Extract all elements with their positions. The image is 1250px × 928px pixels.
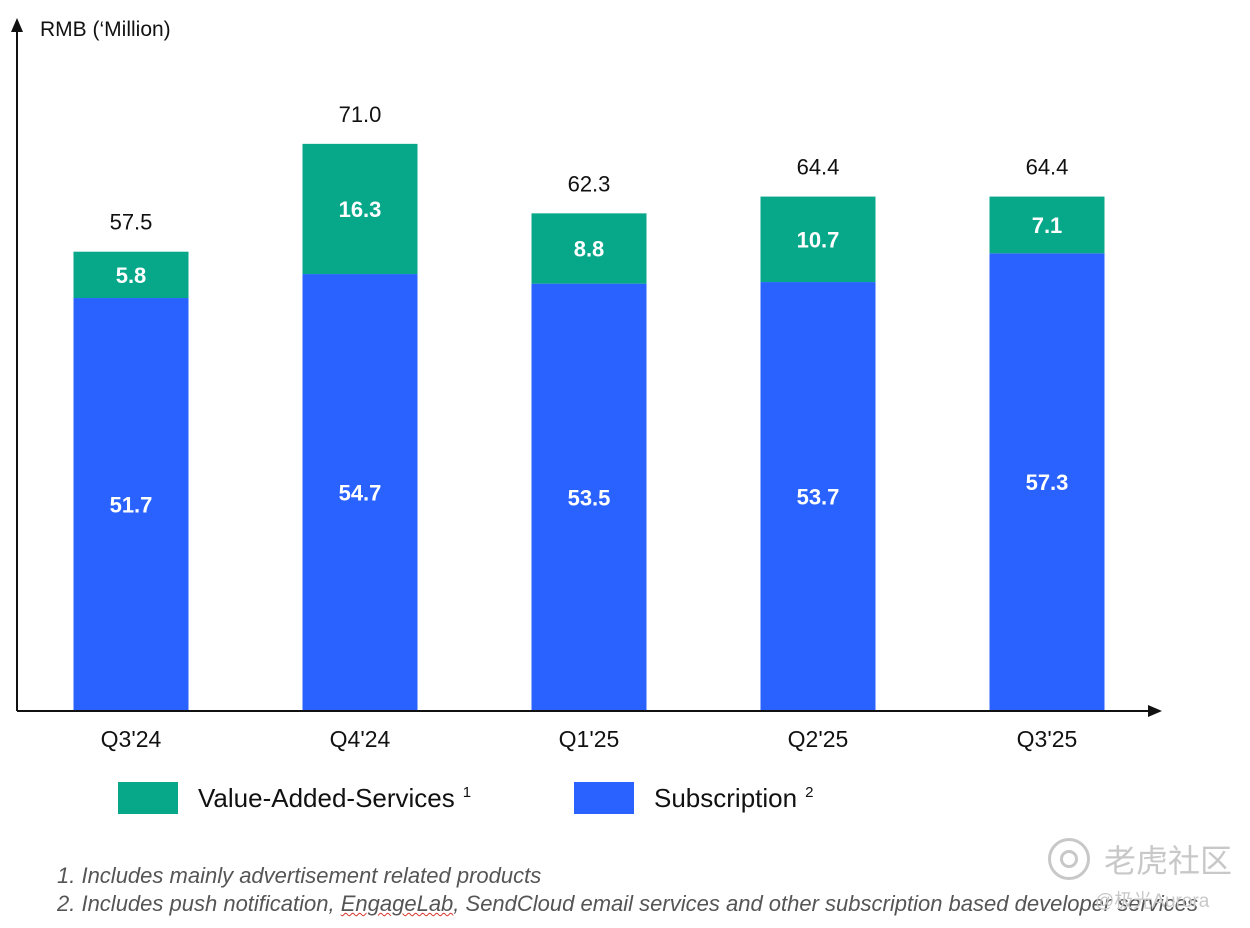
legend-item-vas: Value-Added-Services 1 [118, 782, 471, 814]
x-tick-label-q3-25: Q3'25 [1017, 726, 1078, 752]
footnotes: 1. Includes mainly advertisement related… [57, 862, 1198, 918]
total-label-q3-24: 57.5 [110, 210, 153, 235]
bar-value-added-services-q4-24 [302, 143, 418, 275]
watermark-handle: @极光Aurora [1095, 891, 1210, 912]
total-label-q2-25: 64.4 [797, 155, 840, 180]
data-label-subscription-q3-25: 57.3 [1026, 470, 1069, 495]
legend-sup-vas: 1 [462, 783, 472, 801]
x-axis-arrow [1148, 705, 1162, 717]
bar-subscription-q4-24 [302, 274, 418, 711]
data-label-value-added-services-q1-25: 8.8 [574, 237, 605, 262]
legend-label-vas: Value-Added-Services 1 [198, 782, 472, 813]
footnote-2: 2. Includes push notification, EngageLab… [57, 891, 1199, 916]
total-label-q4-24: 71.0 [339, 102, 382, 127]
y-axis-label: RMB (‘Million) [40, 18, 171, 41]
tiger-logo-icon [1048, 838, 1090, 880]
data-label-subscription-q3-24: 51.7 [110, 493, 153, 518]
watermark: 老虎社区 [1048, 836, 1232, 882]
bar-subscription-q3-25 [989, 253, 1105, 712]
data-label-value-added-services-q3-25: 7.1 [1032, 213, 1063, 238]
bar-value-added-services-q3-25 [989, 196, 1105, 254]
x-tick-label-q4-24: Q4'24 [330, 726, 391, 752]
bar-value-added-services-q3-24 [73, 251, 189, 299]
bar-subscription-q3-24 [73, 298, 189, 711]
legend-label-subscription: Subscription 2 [654, 782, 814, 813]
bar-value-added-services-q2-25 [760, 196, 876, 283]
x-tick-label-q2-25: Q2'25 [788, 726, 849, 752]
data-label-value-added-services-q2-25: 10.7 [797, 227, 840, 252]
x-tick-label-q3-24: Q3'24 [101, 726, 162, 752]
data-label-subscription-q4-24: 54.7 [339, 481, 382, 506]
legend-sup-subscription: 2 [805, 783, 814, 801]
legend-item-subscription: Subscription 2 [574, 782, 813, 814]
data-label-value-added-services-q4-24: 16.3 [339, 197, 382, 222]
footnote-1: 1. Includes mainly advertisement related… [57, 863, 542, 888]
x-tick-label-q1-25: Q1'25 [559, 726, 620, 752]
y-axis-arrow [11, 18, 23, 32]
legend-swatch-subscription [574, 782, 634, 814]
legend-swatch-vas [118, 782, 178, 814]
data-label-subscription-q1-25: 53.5 [568, 485, 611, 510]
data-label-value-added-services-q3-24: 5.8 [116, 263, 147, 288]
data-label-subscription-q2-25: 53.7 [797, 485, 840, 510]
total-label-q3-25: 64.4 [1026, 155, 1069, 180]
bar-subscription-q1-25 [531, 283, 647, 711]
bar-subscription-q2-25 [760, 282, 876, 711]
total-label-q1-25: 62.3 [568, 171, 611, 196]
bar-value-added-services-q1-25 [531, 213, 647, 284]
watermark-brand: 老虎社区 [1104, 843, 1233, 879]
footnote-2-engagelab: EngageLab [340, 891, 454, 916]
